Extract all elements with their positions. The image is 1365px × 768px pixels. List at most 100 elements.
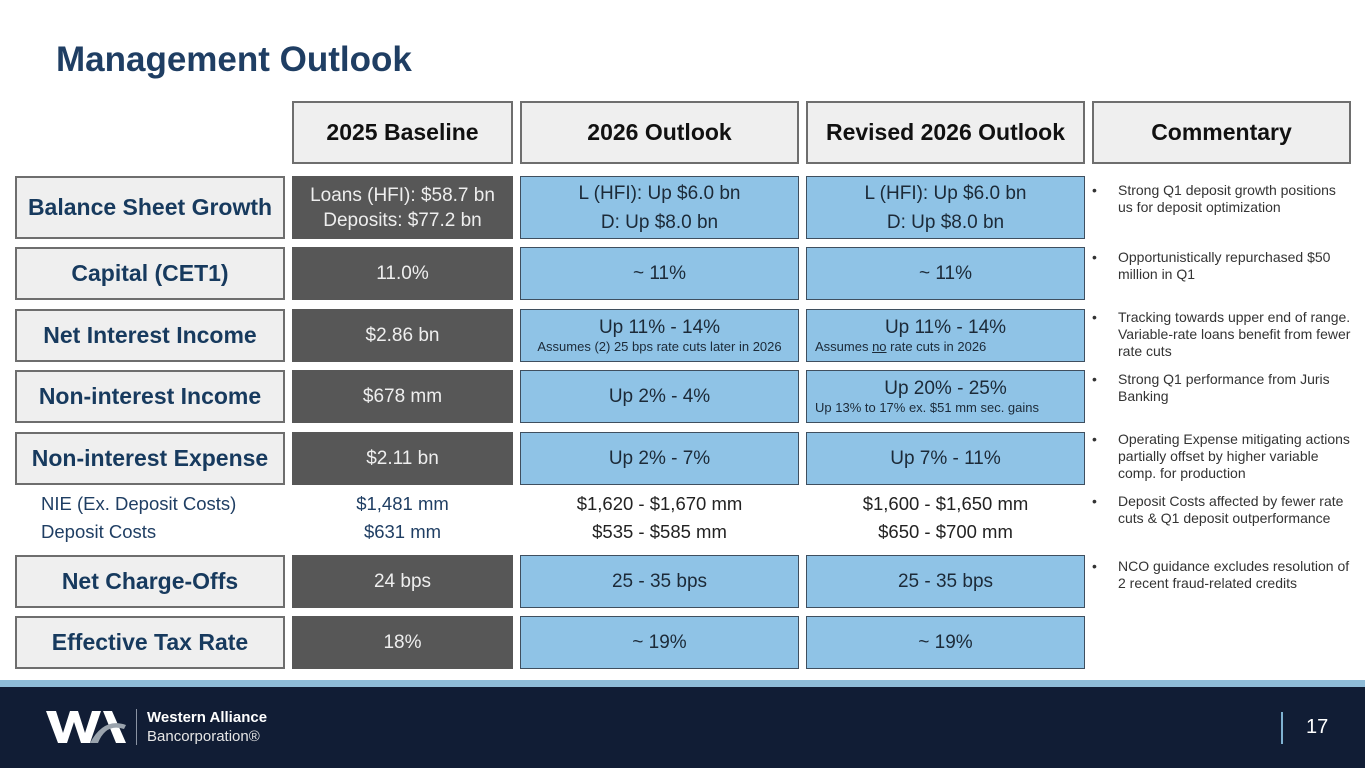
outlook-capital: ~ 11%	[520, 247, 799, 300]
baseline-non-ii: $678 mm	[292, 370, 513, 423]
value-text: Up 11% - 14%	[884, 317, 1007, 338]
outlook-balance-sheet: L (HFI): Up $6.0 bn D: Up $8.0 bn	[520, 176, 799, 239]
note-post: rate cuts in 2026	[886, 339, 987, 354]
label-text: Capital (CET1)	[71, 260, 229, 286]
label-text: Non-interest Income	[38, 383, 262, 409]
revised-nie: Up 7% - 11%	[806, 432, 1085, 485]
commentary-text: NCO guidance excludes resolution of 2 re…	[1118, 558, 1350, 591]
nie-breakdown-outlook: $1,620 - $1,670 mm $535 - $585 mm	[520, 490, 799, 546]
baseline-nie-ex-deposit: $1,481 mm	[356, 493, 449, 514]
value-text: $2.86 bn	[365, 324, 440, 346]
outlook-nii: Up 11% - 14% Assumes (2) 25 bps rate cut…	[520, 309, 799, 362]
outlook-non-ii: Up 2% - 4%	[520, 370, 799, 423]
commentary-text: Operating Expense mitigating actions par…	[1118, 431, 1350, 481]
logo-divider	[136, 709, 137, 745]
commentary-item: • Deposit Costs affected by fewer rate cu…	[1092, 493, 1354, 527]
value-text: ~ 11%	[633, 262, 686, 284]
commentary-text: Strong Q1 performance from Juris Banking	[1118, 371, 1330, 404]
note-text: Assumes (2) 25 bps rate cuts later in 20…	[537, 339, 782, 354]
value-text: ~ 19%	[918, 631, 973, 653]
value-text: 25 - 35 bps	[897, 570, 994, 592]
header-2026-outlook: 2026 Outlook	[520, 101, 799, 164]
value-text: $678 mm	[362, 385, 443, 407]
baseline-deposit-costs: $631 mm	[363, 521, 442, 542]
outlook-loans: L (HFI): Up $6.0 bn	[578, 182, 741, 204]
row-label-effective-tax-rate: Effective Tax Rate	[15, 616, 285, 669]
row-label-balance-sheet-growth: Balance Sheet Growth	[15, 176, 285, 239]
outlook-nie-ex-deposit: $1,620 - $1,670 mm	[576, 493, 743, 514]
commentary-item: • Strong Q1 performance from Juris Bankin…	[1092, 371, 1354, 405]
header-2025-baseline: 2025 Baseline	[292, 101, 513, 164]
header-revised-2026-outlook: Revised 2026 Outlook	[806, 101, 1085, 164]
revised-nii: Up 11% - 14% Assumes no rate cuts in 202…	[806, 309, 1085, 362]
label-text: Net Charge-Offs	[61, 568, 239, 594]
value-text: Up 20% - 25%	[884, 378, 1007, 399]
note-text: Up 13% to 17% ex. $51 mm sec. gains	[815, 400, 1040, 415]
commentary-item: • Opportunistically repurchased $50 milli…	[1092, 249, 1354, 283]
value-text: ~ 19%	[632, 631, 687, 653]
commentary-text: Opportunistically repurchased $50 millio…	[1118, 249, 1331, 282]
header-label: Revised 2026 Outlook	[825, 119, 1066, 145]
row-label-net-interest-income: Net Interest Income	[15, 309, 285, 362]
revised-nco: 25 - 35 bps	[806, 555, 1085, 608]
note-pre: Assumes	[815, 339, 873, 354]
value-text: ~ 11%	[919, 262, 972, 284]
commentary-item: • Strong Q1 deposit growth positions us f…	[1092, 182, 1354, 216]
outlook-deposit-costs: $535 - $585 mm	[592, 521, 727, 542]
commentary-item: • Operating Expense mitigating actions pa…	[1092, 431, 1354, 482]
bullet-icon: •	[1092, 558, 1097, 574]
baseline-tax: 18%	[292, 616, 513, 669]
value-text: Up 2% - 4%	[608, 385, 711, 407]
revised-deposit-costs: $650 - $700 mm	[878, 521, 1013, 542]
label-text: Net Interest Income	[43, 322, 257, 348]
header-label: 2025 Baseline	[326, 119, 479, 145]
nie-breakdown-baseline: $1,481 mm $631 mm	[292, 490, 513, 546]
header-label: Commentary	[1151, 119, 1292, 145]
baseline-capital: 11.0%	[292, 247, 513, 300]
page-number: 17	[1306, 716, 1329, 738]
bullet-icon: •	[1092, 371, 1097, 387]
bullet-icon: •	[1092, 249, 1097, 265]
label-text: Effective Tax Rate	[51, 629, 249, 655]
nie-breakdown-revised: $1,600 - $1,650 mm $650 - $700 mm	[806, 490, 1085, 546]
value-text: 25 - 35 bps	[611, 570, 708, 592]
bullet-icon: •	[1092, 431, 1097, 447]
baseline-nii: $2.86 bn	[292, 309, 513, 362]
value-text: 18%	[383, 631, 422, 653]
outlook-nco: 25 - 35 bps	[520, 555, 799, 608]
company-name: Western Alliance	[147, 709, 268, 726]
revised-nie-ex-deposit: $1,600 - $1,650 mm	[862, 493, 1029, 514]
page-number-divider	[1281, 712, 1283, 744]
bullet-icon: •	[1092, 309, 1097, 325]
deposit-costs-label: Deposit Costs	[41, 521, 157, 542]
label-text: Balance Sheet Growth	[27, 194, 273, 220]
revised-loans: L (HFI): Up $6.0 bn	[864, 182, 1027, 204]
revised-tax: ~ 19%	[806, 616, 1085, 669]
nie-ex-deposit-label: NIE (Ex. Deposit Costs)	[41, 493, 237, 514]
outlook-deposits: D: Up $8.0 bn	[600, 211, 719, 233]
commentary-item: • Tracking towards upper end of range. Va…	[1092, 309, 1354, 360]
commentary-text: Strong Q1 deposit growth positions us fo…	[1118, 182, 1336, 215]
header-commentary: Commentary	[1092, 101, 1351, 164]
bullet-icon: •	[1092, 493, 1097, 509]
value-text: 11.0%	[376, 262, 429, 284]
commentary-text: Tracking towards upper end of range. Var…	[1118, 309, 1351, 359]
value-text: Up 11% - 14%	[598, 317, 721, 338]
baseline-nie: $2.11 bn	[292, 432, 513, 485]
note-text: Assumes no rate cuts in 2026	[807, 339, 986, 354]
outlook-nie: Up 2% - 7%	[520, 432, 799, 485]
wa-logo-icon	[46, 711, 126, 743]
outlook-tax: ~ 19%	[520, 616, 799, 669]
baseline-deposits: Deposits: $77.2 bn	[323, 209, 482, 231]
baseline-balance-sheet: Loans (HFI): $58.7 bn Deposits: $77.2 bn	[292, 176, 513, 239]
row-label-capital-cet1: Capital (CET1)	[15, 247, 285, 300]
header-label: 2026 Outlook	[587, 119, 732, 145]
row-label-net-charge-offs: Net Charge-Offs	[15, 555, 285, 608]
value-text: $2.11 bn	[366, 447, 439, 469]
value-text: 24 bps	[373, 570, 432, 592]
baseline-loans: Loans (HFI): $58.7 bn	[310, 184, 495, 206]
row-label-non-interest-income: Non-interest Income	[15, 370, 285, 423]
note-underline: no	[872, 339, 887, 354]
commentary-item: • NCO guidance excludes resolution of 2 r…	[1092, 558, 1354, 592]
label-text: Non-interest Expense	[31, 445, 269, 471]
